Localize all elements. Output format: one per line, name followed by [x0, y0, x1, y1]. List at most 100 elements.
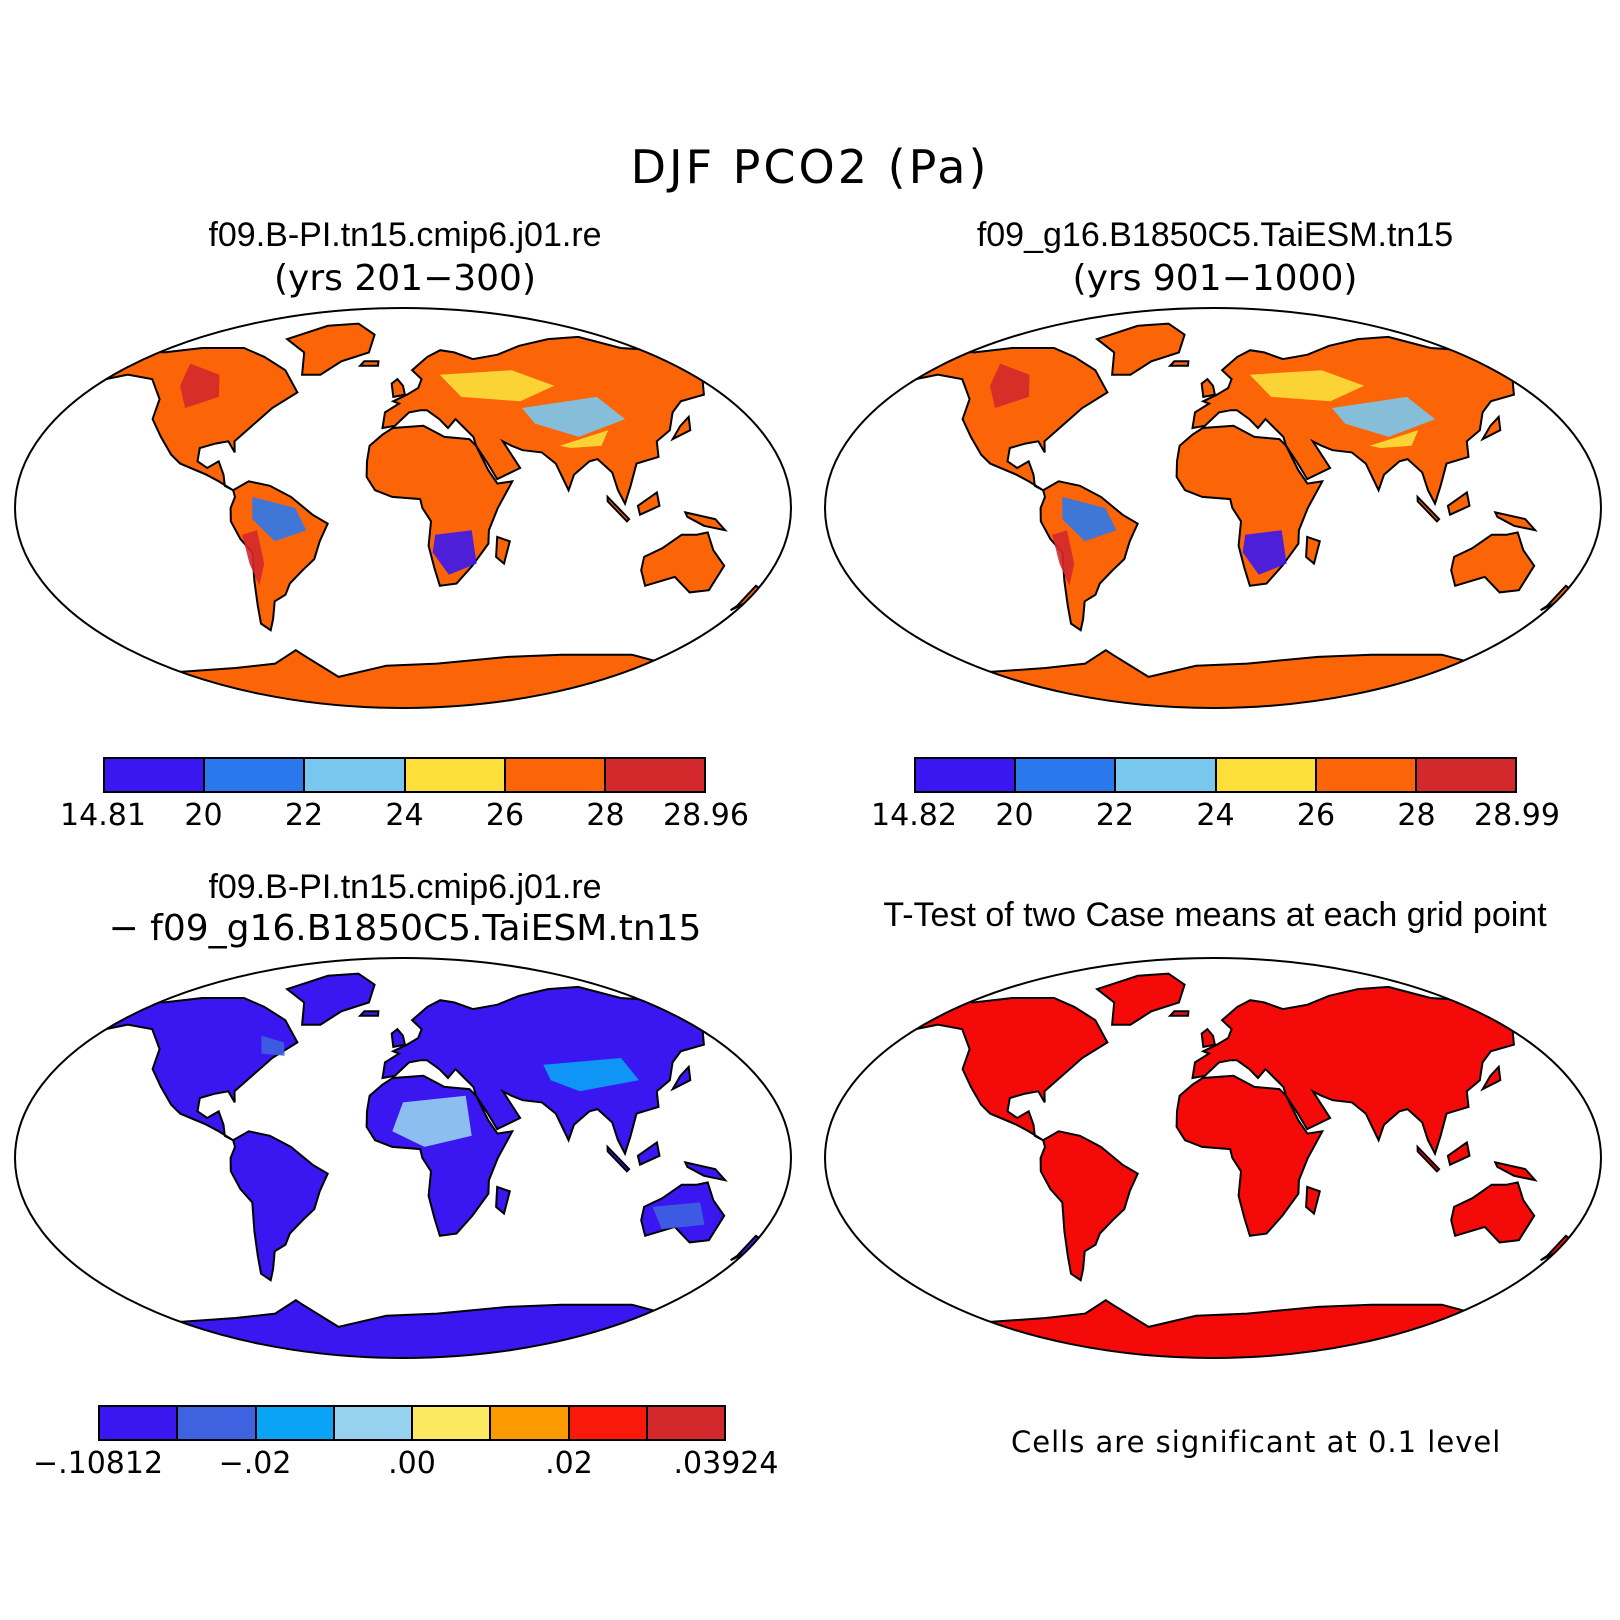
colorbar-box — [647, 1407, 724, 1439]
colorbar-box — [105, 759, 206, 791]
land-island — [390, 1027, 407, 1049]
land-australia — [640, 531, 726, 594]
contour-region — [242, 530, 265, 586]
land-island — [1305, 1185, 1321, 1216]
land-island — [730, 584, 767, 612]
land-island — [683, 510, 728, 532]
land-northAmerica — [907, 997, 1109, 1142]
land-eurasia — [1191, 985, 1538, 1157]
panel-3-map — [14, 957, 792, 1359]
land-greenland — [284, 972, 376, 1026]
land-northAmerica — [97, 347, 299, 492]
panel-3-colorbar — [98, 1405, 726, 1441]
significance-note: Cells are significant at 0.1 level — [1011, 1425, 1502, 1459]
land-island — [1540, 584, 1577, 612]
colorbar-box — [178, 1407, 257, 1439]
colorbar-box — [205, 759, 306, 791]
land-antarctica — [97, 1299, 708, 1358]
contour-region — [1242, 530, 1287, 575]
contour-region — [652, 1202, 705, 1230]
land-island — [357, 1010, 380, 1017]
land-antarctica — [907, 1299, 1518, 1358]
land-island — [1446, 1140, 1471, 1167]
colorbar-box — [1116, 759, 1217, 791]
panel-1-subtitle: (yrs 201−300) — [274, 258, 536, 299]
contour-region — [1052, 530, 1075, 586]
land-island — [1305, 535, 1321, 566]
land-island — [1200, 377, 1217, 399]
land-southAmerica — [229, 480, 329, 632]
contour-region — [1249, 370, 1365, 402]
land-island — [1416, 494, 1441, 523]
colorbar-tick-label: 24 — [385, 798, 424, 833]
land-island — [1167, 1010, 1190, 1017]
contour-region — [1369, 430, 1419, 448]
figure-title: DJF PCO2 (Pa) — [630, 140, 990, 194]
land-africa — [365, 424, 515, 587]
land-island — [1493, 1160, 1538, 1182]
colorbar-tick-label: 28 — [1397, 798, 1436, 833]
land-island — [495, 1185, 511, 1216]
colorbar-box — [305, 759, 406, 791]
contour-region — [439, 370, 555, 402]
map-border — [824, 957, 1602, 1359]
colorbar-tick-label: 24 — [1196, 798, 1235, 833]
contour-region — [432, 530, 477, 575]
panel-2-subtitle: (yrs 901−1000) — [1072, 258, 1358, 299]
map-border — [14, 957, 792, 1359]
panel-1-colorbar — [103, 757, 706, 793]
contour-region — [261, 1035, 285, 1056]
colorbar-box — [569, 1407, 648, 1439]
land-island — [495, 535, 511, 566]
land-island — [1480, 414, 1502, 442]
contour-region — [543, 1058, 639, 1092]
colorbar-tick-label: 28 — [586, 798, 625, 833]
colorbar-box — [1216, 759, 1317, 791]
colorbar-tick-label: −.02 — [218, 1446, 292, 1481]
contour-region — [990, 363, 1030, 408]
colorbar-box — [334, 1407, 413, 1439]
panel-4-map — [824, 957, 1602, 1359]
map-border — [824, 307, 1602, 709]
colorbar-tick-label: 26 — [1296, 798, 1336, 833]
land-africa — [1175, 424, 1325, 587]
land-africa — [1175, 1074, 1325, 1237]
land-island — [670, 414, 692, 442]
colorbar-tick-label: .03924 — [673, 1446, 779, 1481]
land-northAmerica — [907, 347, 1109, 492]
land-island — [1446, 490, 1471, 517]
colorbar-tick-label: 22 — [284, 798, 324, 833]
land-antarctica — [97, 649, 708, 708]
land-island — [606, 1144, 631, 1173]
colorbar-tick-label: −.10812 — [32, 1446, 164, 1481]
land-island — [683, 1160, 728, 1182]
land-greenland — [1094, 322, 1186, 376]
land-island — [636, 490, 661, 517]
contour-region — [521, 396, 626, 437]
colorbar-tick-label: 14.81 — [60, 798, 146, 833]
colorbar-box — [505, 759, 606, 791]
contour-region — [392, 1095, 472, 1147]
land-southAmerica — [1039, 480, 1139, 632]
colorbar-box — [1416, 759, 1516, 791]
map-border — [14, 307, 792, 709]
land-island — [1540, 1234, 1577, 1262]
contour-region — [1331, 396, 1436, 437]
land-australia — [1450, 1181, 1536, 1244]
land-island — [357, 360, 380, 367]
contour-region — [559, 430, 609, 448]
land-greenland — [284, 322, 376, 376]
colorbar-box — [1316, 759, 1417, 791]
colorbar-box — [605, 759, 705, 791]
colorbar-tick-label: 26 — [485, 798, 525, 833]
panel-4-title: T-Test of two Case means at each grid po… — [883, 896, 1547, 934]
panel-2-colorbar — [914, 757, 1517, 793]
panel-3-subtitle: − f09_g16.B1850C5.TaiESM.tn15 — [108, 908, 702, 949]
panel-1-map — [14, 307, 792, 709]
colorbar-tick-label: 14.82 — [871, 798, 957, 833]
colorbar-tick-label: 28.96 — [663, 798, 749, 833]
colorbar-box — [916, 759, 1017, 791]
land-island — [730, 1234, 767, 1262]
colorbar-tick-label: 22 — [1095, 798, 1135, 833]
colorbar-box — [491, 1407, 570, 1439]
